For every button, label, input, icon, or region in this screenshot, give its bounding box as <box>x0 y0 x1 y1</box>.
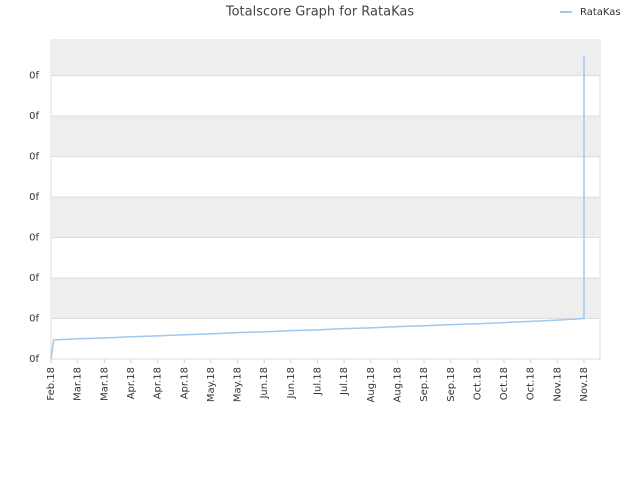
x-tick-label: Aug.18 <box>366 367 377 402</box>
x-tick-label: May.18 <box>206 367 217 402</box>
grid-band <box>51 116 600 157</box>
y-tick-label: 0f <box>29 152 39 163</box>
grid-band <box>51 278 600 319</box>
x-tick-label: Oct.18 <box>472 367 483 400</box>
x-tick-label: Mar.18 <box>99 367 110 401</box>
y-tick-label: 0f <box>29 71 39 82</box>
x-tick-label: Nov.18 <box>552 367 563 402</box>
y-tick-label: 0f <box>29 192 39 203</box>
x-tick-label: Nov.18 <box>579 367 590 402</box>
x-tick-label: Oct.18 <box>526 367 537 400</box>
x-tick-label: Oct.18 <box>499 367 510 400</box>
x-tick-label: Jul.18 <box>339 367 350 396</box>
y-tick-label: 0f <box>29 354 39 365</box>
grid-band <box>51 40 600 76</box>
series-line <box>50 55 585 360</box>
legend-label: RataKas <box>580 7 621 18</box>
y-tick-label: 0f <box>29 273 39 284</box>
x-tick-label: Apr.18 <box>179 367 190 399</box>
x-tick-label: Jun.18 <box>259 367 270 400</box>
x-tick-label: Apr.18 <box>126 367 137 399</box>
x-tick-label: Feb.18 <box>46 367 57 401</box>
x-tick-label: Sep.18 <box>419 367 430 402</box>
x-tick-label: Apr.18 <box>153 367 164 399</box>
x-tick-label: May.18 <box>233 367 244 402</box>
chart-title: Totalscore Graph for RataKas <box>225 5 414 20</box>
x-tick-label: Jun.18 <box>286 367 297 400</box>
y-tick-label: 0f <box>29 314 39 325</box>
y-tick-label: 0f <box>29 111 39 122</box>
x-tick-label: Aug.18 <box>392 367 403 402</box>
x-tick-label: Jul.18 <box>313 367 324 396</box>
y-tick-label: 0f <box>29 233 39 244</box>
x-tick-label: Mar.18 <box>73 367 84 401</box>
grid-band <box>51 197 600 238</box>
x-tick-label: Sep.18 <box>446 367 457 402</box>
